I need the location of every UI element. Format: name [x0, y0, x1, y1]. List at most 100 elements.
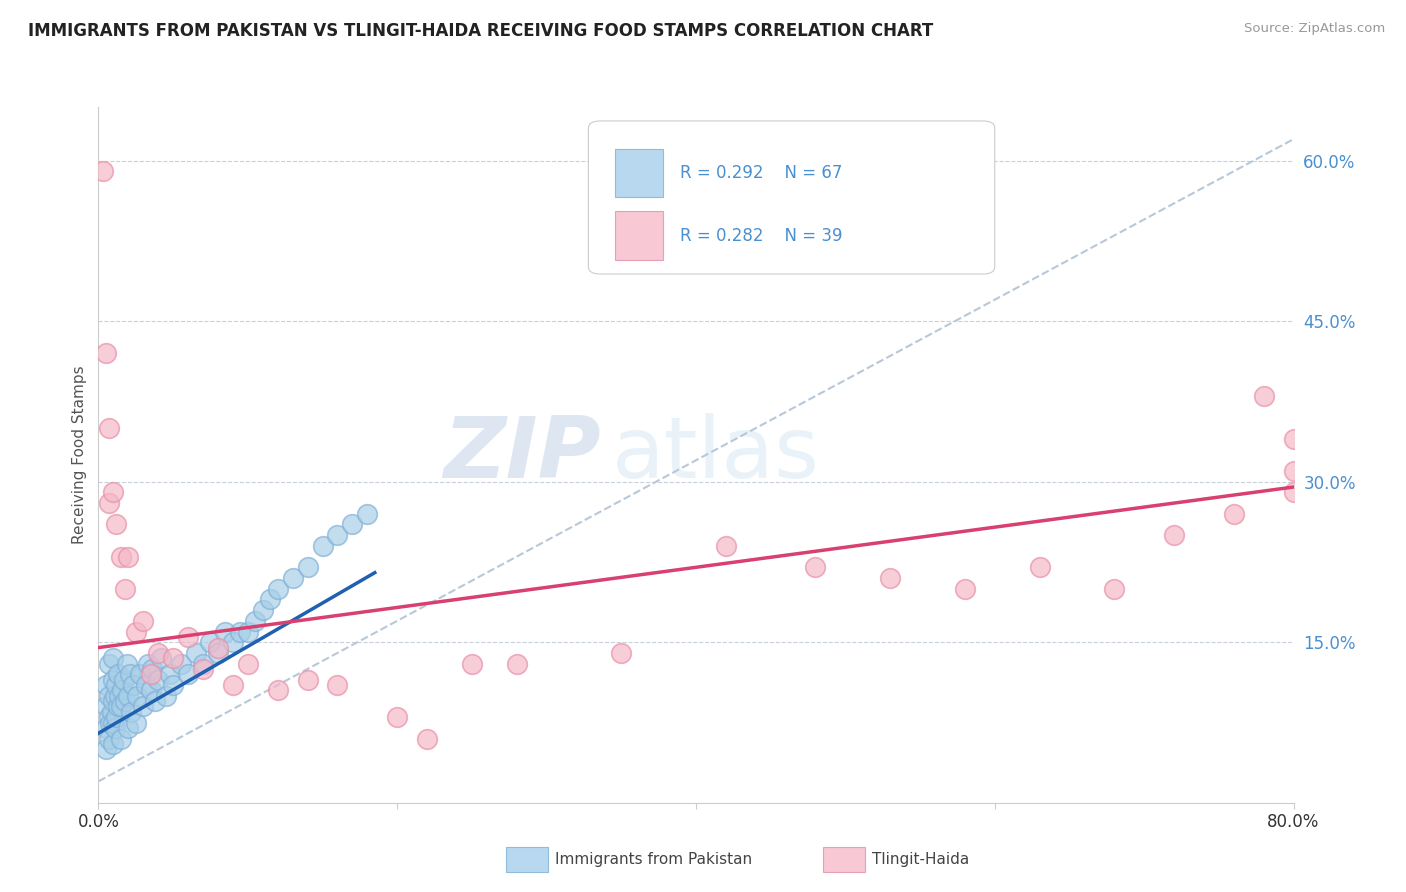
- Point: [229, 624, 252, 639]
- Point: [132, 614, 155, 628]
- Text: Source: ZipAtlas.com: Source: ZipAtlas.com: [1244, 22, 1385, 36]
- Point: [222, 635, 245, 649]
- Point: [385, 710, 409, 724]
- Point: [139, 683, 162, 698]
- Point: [121, 678, 143, 692]
- Point: [326, 528, 349, 542]
- Point: [506, 657, 529, 671]
- Point: [416, 731, 439, 746]
- Point: [252, 603, 274, 617]
- Point: [97, 731, 120, 746]
- Point: [1282, 432, 1305, 446]
- Point: [97, 657, 120, 671]
- Point: [117, 721, 139, 735]
- Point: [1163, 528, 1185, 542]
- Text: Tlingit-Haida: Tlingit-Haida: [872, 853, 969, 867]
- Point: [155, 689, 177, 703]
- Point: [114, 694, 136, 708]
- Point: [97, 689, 120, 703]
- Point: [103, 694, 125, 708]
- Text: R = 0.282    N = 39: R = 0.282 N = 39: [681, 227, 844, 244]
- Point: [104, 689, 127, 703]
- Point: [162, 678, 184, 692]
- Bar: [614, 149, 662, 197]
- Point: [1104, 582, 1126, 596]
- Point: [91, 164, 114, 178]
- Point: [879, 571, 901, 585]
- Point: [159, 667, 181, 681]
- Point: [111, 683, 134, 698]
- FancyBboxPatch shape: [588, 121, 994, 274]
- Point: [112, 673, 135, 687]
- Point: [177, 630, 200, 644]
- Point: [245, 614, 267, 628]
- Point: [101, 705, 124, 719]
- Point: [222, 678, 245, 692]
- Point: [714, 539, 737, 553]
- Point: [107, 699, 129, 714]
- Point: [297, 673, 319, 687]
- Point: [103, 485, 125, 500]
- Point: [103, 673, 125, 687]
- Point: [267, 683, 290, 698]
- Point: [125, 715, 148, 730]
- Point: [281, 571, 304, 585]
- Text: Immigrants from Pakistan: Immigrants from Pakistan: [555, 853, 752, 867]
- Point: [804, 560, 827, 574]
- Point: [135, 678, 157, 692]
- Point: [342, 517, 364, 532]
- Point: [97, 496, 120, 510]
- Point: [117, 549, 139, 564]
- Point: [105, 710, 128, 724]
- Point: [311, 539, 333, 553]
- Point: [94, 699, 117, 714]
- Point: [207, 646, 229, 660]
- Point: [1282, 464, 1305, 478]
- Point: [98, 715, 122, 730]
- Point: [191, 657, 214, 671]
- Point: [118, 667, 141, 681]
- Point: [207, 640, 229, 655]
- Point: [141, 662, 163, 676]
- Point: [148, 646, 170, 660]
- Point: [267, 582, 290, 596]
- Point: [110, 549, 132, 564]
- Point: [94, 346, 117, 360]
- Point: [184, 646, 207, 660]
- Point: [94, 742, 117, 756]
- Point: [236, 657, 259, 671]
- Text: ZIP: ZIP: [443, 413, 600, 497]
- Point: [191, 662, 214, 676]
- Point: [97, 421, 120, 435]
- Point: [136, 657, 159, 671]
- Point: [117, 689, 139, 703]
- Point: [129, 667, 152, 681]
- Text: atlas: atlas: [612, 413, 820, 497]
- Point: [114, 582, 136, 596]
- Point: [1028, 560, 1050, 574]
- Point: [177, 667, 200, 681]
- Point: [1282, 485, 1305, 500]
- Point: [110, 731, 132, 746]
- Point: [143, 694, 166, 708]
- Point: [150, 651, 173, 665]
- Point: [139, 667, 162, 681]
- Point: [610, 646, 633, 660]
- Point: [953, 582, 976, 596]
- Bar: [614, 211, 662, 260]
- Y-axis label: Receiving Food Stamps: Receiving Food Stamps: [72, 366, 87, 544]
- Point: [108, 689, 131, 703]
- Point: [103, 651, 125, 665]
- Text: IMMIGRANTS FROM PAKISTAN VS TLINGIT-HAIDA RECEIVING FOOD STAMPS CORRELATION CHAR: IMMIGRANTS FROM PAKISTAN VS TLINGIT-HAID…: [28, 22, 934, 40]
- Point: [236, 624, 259, 639]
- Point: [110, 699, 132, 714]
- Point: [105, 517, 128, 532]
- Point: [259, 592, 281, 607]
- Point: [107, 667, 129, 681]
- Point: [169, 657, 191, 671]
- Point: [127, 689, 149, 703]
- Point: [297, 560, 319, 574]
- Point: [1223, 507, 1246, 521]
- Text: R = 0.292    N = 67: R = 0.292 N = 67: [681, 164, 842, 182]
- Point: [200, 635, 222, 649]
